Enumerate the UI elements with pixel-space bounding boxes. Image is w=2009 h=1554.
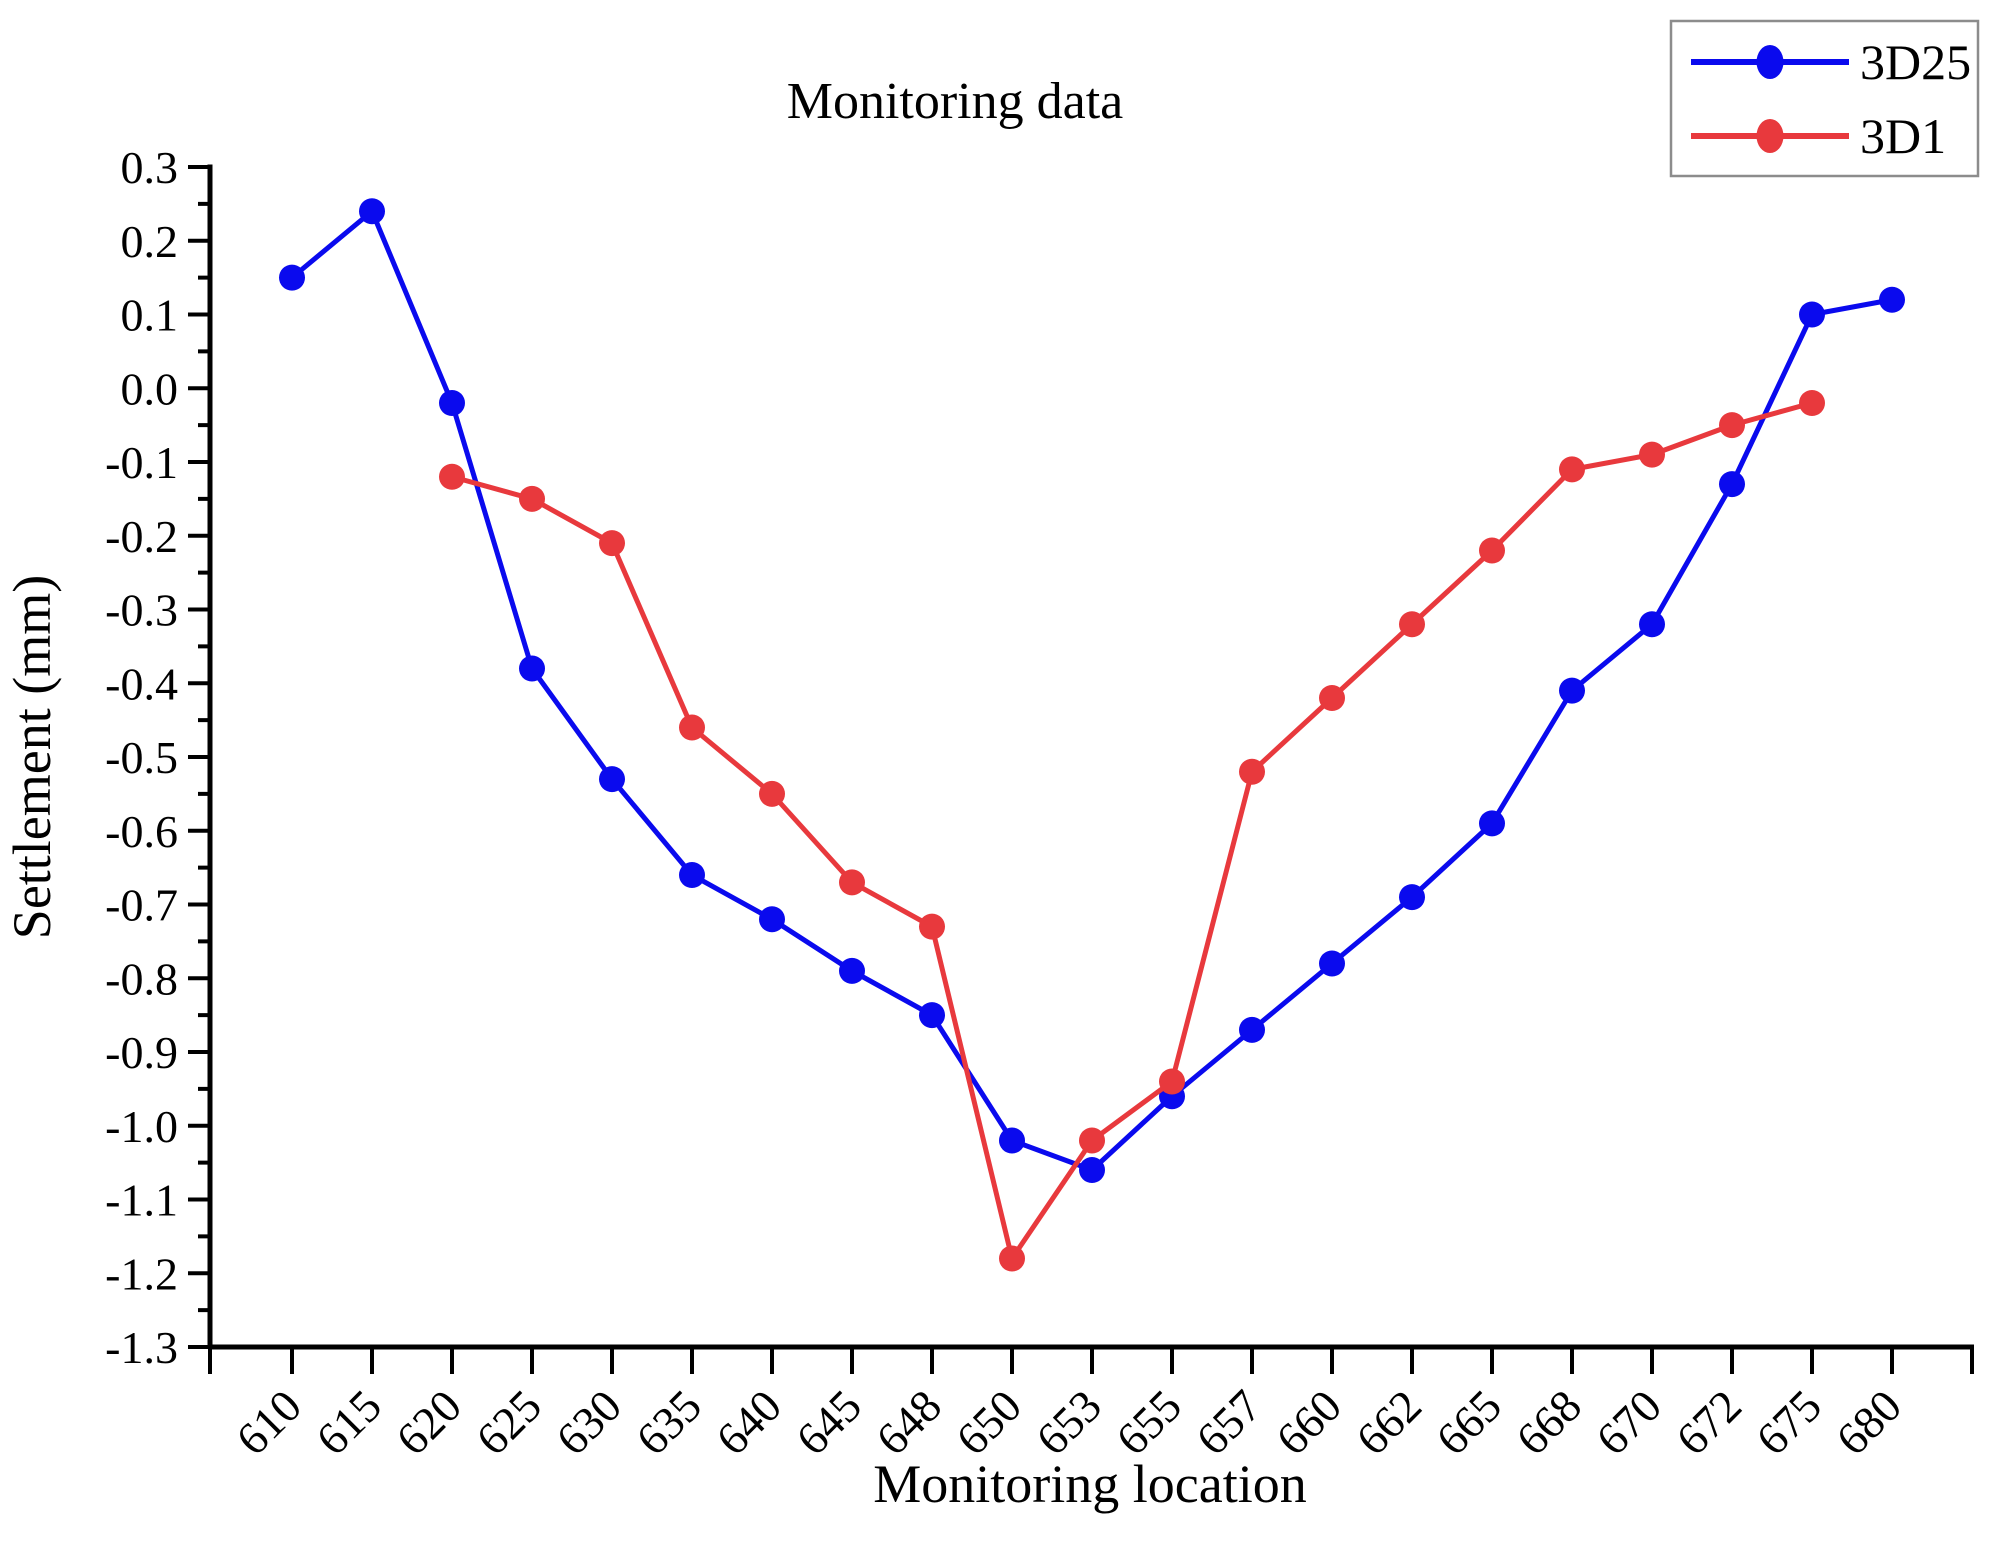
legend-label: 3D1 [1860,108,1946,164]
data-point-3D25 [919,1002,945,1029]
x-tick-label: 630 [546,1380,631,1465]
x-tick-label: 662 [1346,1380,1431,1465]
data-point-3D25 [1399,884,1425,911]
y-tick-label: -0.4 [105,658,178,709]
x-tick-label: 650 [946,1380,1031,1465]
x-tick-label: 653 [1026,1380,1111,1465]
y-axis-title: Settlement (mm) [2,575,62,939]
data-point-3D1 [599,530,625,557]
y-tick-label: 0.3 [121,142,179,193]
legend-label: 3D25 [1860,34,1971,90]
data-point-3D1 [1799,390,1825,416]
data-point-3D25 [679,862,705,888]
y-tick-label: -0.1 [105,437,178,488]
x-tick-label: 625 [466,1380,551,1465]
y-tick-label: -0.7 [105,880,178,931]
data-point-3D25 [359,198,385,225]
legend-box [1669,19,1980,178]
x-tick-label: 672 [1666,1380,1751,1465]
x-tick-label: 615 [306,1380,391,1465]
x-tick-label: 610 [226,1380,311,1465]
data-point-3D1 [1719,412,1745,439]
x-tick-label: 680 [1826,1380,1911,1465]
data-point-3D1 [679,714,705,741]
legend-marker [1756,45,1784,79]
data-point-3D1 [999,1245,1025,1272]
data-point-3D25 [1559,677,1585,704]
data-point-3D1 [519,485,545,512]
x-axis-title: Monitoring location [873,1454,1306,1514]
data-point-3D1 [919,913,945,940]
data-point-3D25 [279,264,305,291]
x-tick-label: 655 [1106,1380,1191,1465]
data-point-3D25 [759,906,785,933]
data-point-3D1 [1159,1068,1185,1095]
data-point-3D25 [1799,301,1825,328]
y-tick-label: -0.3 [105,585,178,636]
data-point-3D25 [999,1127,1025,1154]
x-tick-label: 668 [1506,1380,1591,1465]
data-point-3D25 [1719,471,1745,498]
data-point-3D25 [1479,810,1505,837]
x-tick-label: 648 [866,1380,951,1465]
y-tick-label: -0.2 [105,511,178,562]
x-tick-label: 657 [1186,1380,1271,1465]
x-tick-label: 665 [1426,1380,1511,1465]
data-point-3D25 [839,957,865,984]
data-point-3D1 [759,780,785,807]
axes: 0.3 0.2 0.1 0.0 -0.1 -0.2 -0.3 -0.4 -0.5 -0.6 -0.7… [105,142,1974,1465]
data-point-3D25 [1079,1157,1105,1183]
y-tick-label: -1.1 [105,1175,178,1226]
data-point-3D1 [1239,758,1265,785]
y-tick-label: -1.2 [105,1248,178,1299]
x-tick-label: 645 [786,1380,871,1465]
legend-marker [1756,119,1784,153]
x-tick-label: 640 [706,1380,791,1465]
data-point-3D1 [839,869,865,896]
y-tick-label: 0.0 [121,363,179,414]
data-point-3D1 [1319,685,1345,711]
data-point-3D25 [1639,611,1665,638]
data-point-3D1 [1399,611,1425,638]
data-point-3D25 [599,766,625,793]
x-tick-label: 620 [386,1380,471,1465]
y-tick-label: -0.9 [105,1027,178,1078]
legend: 3D25 3D1 [1669,19,1980,178]
y-tick-label: -0.5 [105,732,178,783]
y-tick-label: -0.8 [105,953,178,1004]
x-tick-label: 675 [1746,1380,1831,1465]
data-point-3D1 [1079,1127,1105,1154]
y-tick-label: -1.3 [105,1322,178,1373]
data-point-3D1 [1559,456,1585,483]
data-point-3D25 [1239,1016,1265,1043]
y-tick-label: 0.1 [121,290,179,341]
data-point-3D25 [519,655,545,682]
x-tick-label: 670 [1586,1380,1671,1465]
series-line-3D1 [449,400,1815,1261]
data-point-3D1 [1639,441,1665,468]
series-line-3D25 [289,208,1895,1173]
y-tick-label: -1.0 [105,1101,178,1152]
data-point-3D25 [439,390,465,416]
data-point-3D25 [1879,286,1905,313]
y-tick-label: 0.2 [121,216,179,267]
y-tick-label: -0.6 [105,806,178,857]
data-point-3D1 [1479,537,1505,564]
data-point-3D25 [1319,950,1345,977]
data-point-3D1 [439,463,465,490]
data-series [279,198,1905,1272]
x-tick-label: 660 [1266,1380,1351,1465]
chart-title: Monitoring data [787,73,1124,130]
x-tick-label: 635 [626,1380,711,1465]
